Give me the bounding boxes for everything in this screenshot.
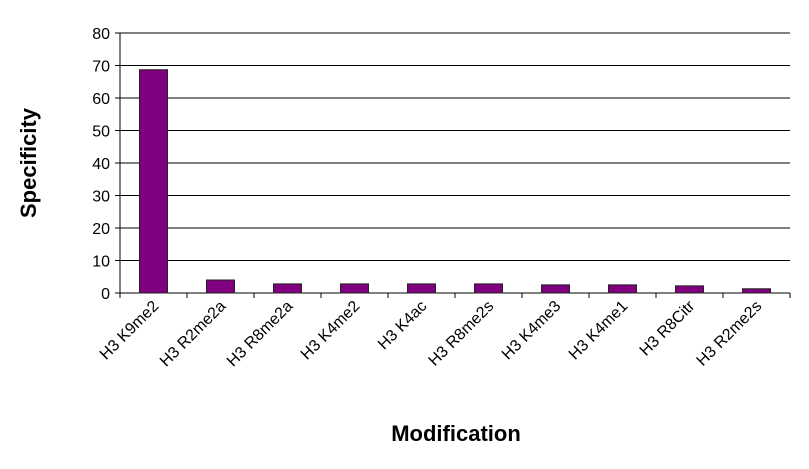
bar: [340, 283, 369, 294]
bar: [541, 284, 570, 294]
x-axis-title: Modification: [391, 421, 521, 446]
y-tick-label: 70: [92, 59, 110, 76]
y-tick-label: 40: [92, 156, 110, 173]
x-tick-label: H3 K4me1: [566, 298, 632, 364]
y-tick-label: 10: [92, 254, 110, 271]
y-axis-title: Specificity: [16, 107, 41, 218]
x-tick-label: H3 R8me2a: [224, 298, 296, 370]
bar: [608, 284, 637, 294]
x-tick-label: H3 K4me3: [499, 298, 565, 364]
y-tick-label: 0: [101, 286, 110, 303]
x-tick-label: H3 K4me2: [298, 298, 364, 364]
x-tick-label: H3 R8me2s: [426, 298, 498, 370]
y-tick-label: 50: [92, 124, 110, 141]
bar: [742, 288, 771, 294]
x-tick-label: H3 K4ac: [375, 298, 430, 353]
bar: [675, 285, 704, 294]
bar: [407, 283, 436, 294]
x-tick-label: H3 R8Citr: [637, 297, 699, 359]
y-tick-label: 20: [92, 221, 110, 238]
x-tick-label: H3 R2me2a: [157, 298, 229, 370]
bar: [273, 283, 302, 294]
bar: [139, 69, 168, 294]
y-tick-label: 30: [92, 189, 110, 206]
bar: [206, 279, 235, 294]
x-tick-label: H3 R2me2s: [694, 298, 766, 370]
bar: [474, 283, 503, 294]
y-tick-label: 80: [92, 26, 110, 43]
x-tick-label: H3 K9me2: [97, 298, 163, 364]
y-tick-label: 60: [92, 91, 110, 108]
